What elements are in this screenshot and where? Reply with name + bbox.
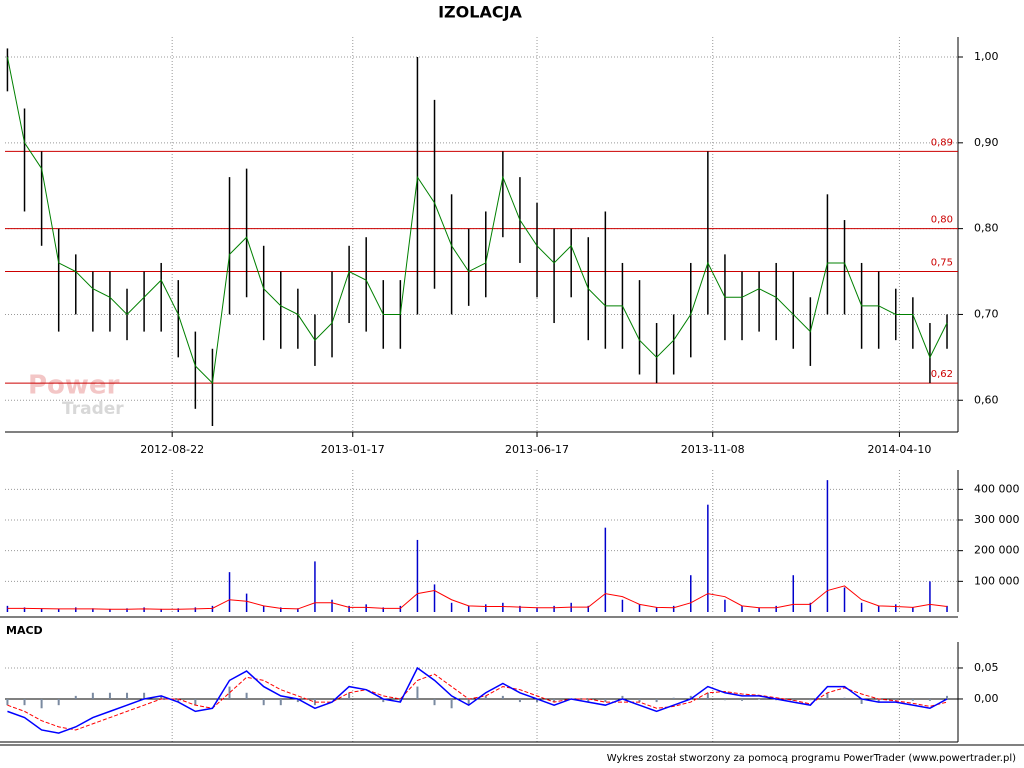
panel-title: MACD: [6, 624, 43, 637]
watermark: Trader: [62, 399, 124, 419]
y-tick-label: 0,00: [974, 692, 999, 705]
x-tick-label: 2013-11-08: [681, 443, 745, 456]
y-tick-label: 0,80: [974, 222, 999, 235]
y-tick-label: 0,05: [974, 661, 999, 674]
signal-line: [7, 673, 948, 731]
y-tick-label: 0,70: [974, 307, 999, 320]
level-label: 0,89: [931, 137, 953, 148]
y-tick-label: 100 000: [974, 574, 1020, 587]
level-label: 0,62: [931, 369, 953, 380]
x-tick-label: 2014-04-10: [867, 443, 931, 456]
y-tick-label: 0,90: [974, 136, 999, 149]
y-tick-label: 300 000: [974, 513, 1020, 526]
x-tick-label: 2012-08-22: [140, 443, 204, 456]
volume-average: [7, 585, 948, 610]
level-label: 0,80: [931, 215, 953, 226]
x-tick-label: 2013-01-17: [321, 443, 385, 456]
watermark: Power: [28, 371, 120, 401]
level-label: 0,75: [931, 258, 953, 269]
y-tick-label: 1,00: [974, 50, 999, 63]
x-tick-label: 2013-06-17: [505, 443, 569, 456]
moving-average: [6, 56, 948, 385]
footer: Wykres został stworzony za pomocą progra…: [607, 753, 1016, 764]
chart-title: IZOLACJA: [438, 3, 522, 22]
y-tick-label: 200 000: [974, 544, 1020, 557]
macd-line: [7, 666, 948, 734]
y-tick-label: 400 000: [974, 482, 1020, 495]
y-tick-label: 0,60: [974, 393, 999, 406]
